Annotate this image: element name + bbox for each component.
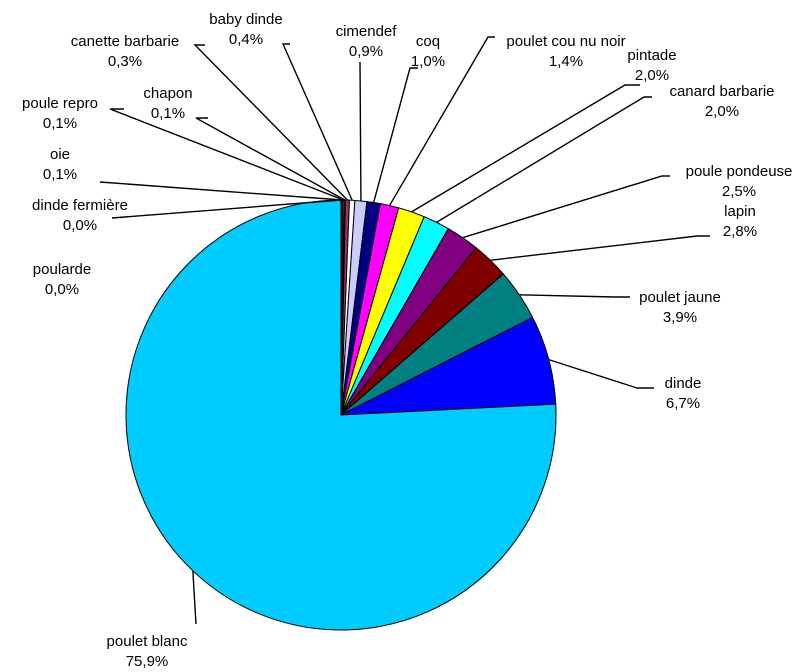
slice-label-name: poulet blanc — [107, 633, 188, 650]
leader-line-poulet-blanc — [192, 570, 197, 625]
slice-label-name: poule repro — [22, 95, 98, 112]
slice-label-value: 2,5% — [722, 183, 756, 200]
pie-slice-poulet-blanc — [125, 199, 557, 631]
leader-line-baby-dinde — [281, 43, 353, 201]
leader-line-poule-pondeuse — [462, 175, 670, 239]
slice-label-value: 0,0% — [45, 281, 79, 298]
slice-label-name: cimendef — [336, 23, 398, 40]
slice-label-name: poulet jaune — [639, 289, 721, 306]
slice-label-name: poularde — [33, 261, 91, 278]
slice-label-name: oie — [50, 146, 70, 163]
leader-line-oie — [99, 181, 343, 201]
slice-label-value: 0,1% — [151, 105, 185, 122]
slice-label-value: 3,9% — [663, 309, 697, 326]
slice-label-name: baby dinde — [209, 11, 282, 28]
slice-label-value: 2,0% — [635, 67, 669, 84]
leader-line-poulet-jaune — [519, 294, 630, 298]
slice-label-name: coq — [416, 33, 440, 50]
leader-line-canard-barbarie — [436, 96, 652, 223]
slice-labels: poularde 0,0% dinde fermière 0,0% oie 0,1% pou… — [22, 11, 792, 670]
slice-label-name: dinde — [665, 375, 702, 392]
slice-label-value: 0,1% — [43, 115, 77, 132]
leader-line-pintade — [411, 84, 640, 213]
slice-label-value: 0,3% — [108, 53, 142, 70]
slice-label-value: 1,0% — [411, 53, 445, 70]
slice-label-value: 75,9% — [126, 653, 169, 670]
slice-label-name: chapon — [143, 85, 192, 102]
slice-label-name: lapin — [724, 203, 756, 220]
slice-label-name: canette barbarie — [71, 33, 179, 50]
slice-label-value: 0,0% — [63, 217, 97, 234]
slice-label-name: canard barbarie — [669, 83, 774, 100]
leader-line-coq — [372, 67, 418, 203]
leader-line-poulet-cou-nu-noir — [388, 36, 495, 206]
leader-line-cimendef — [359, 61, 362, 201]
slice-label-name: dinde fermière — [32, 197, 128, 214]
leader-line-dinde — [548, 358, 654, 389]
slice-label-value: 2,8% — [723, 223, 757, 240]
slice-label-name: poulet cou nu noir — [506, 33, 625, 50]
leader-line-canette-barbarie — [193, 44, 348, 201]
pie-slices — [125, 199, 557, 631]
slice-label-name: pintade — [627, 47, 676, 64]
leader-line-lapin — [490, 235, 710, 261]
slice-label-value: 2,0% — [705, 103, 739, 120]
slice-label-value: 6,7% — [666, 395, 700, 412]
leader-line-dinde-fermière — [111, 199, 342, 219]
slice-label-value: 1,4% — [549, 53, 583, 70]
leader-lines — [99, 36, 710, 625]
slice-label-value: 0,9% — [349, 43, 383, 60]
slice-label-value: 0,1% — [43, 166, 77, 183]
slice-label-name: poule pondeuse — [686, 163, 793, 180]
slice-label-value: 0,4% — [229, 31, 263, 48]
leader-line-poule-repro — [109, 108, 344, 201]
leader-line-chapon — [195, 117, 346, 201]
